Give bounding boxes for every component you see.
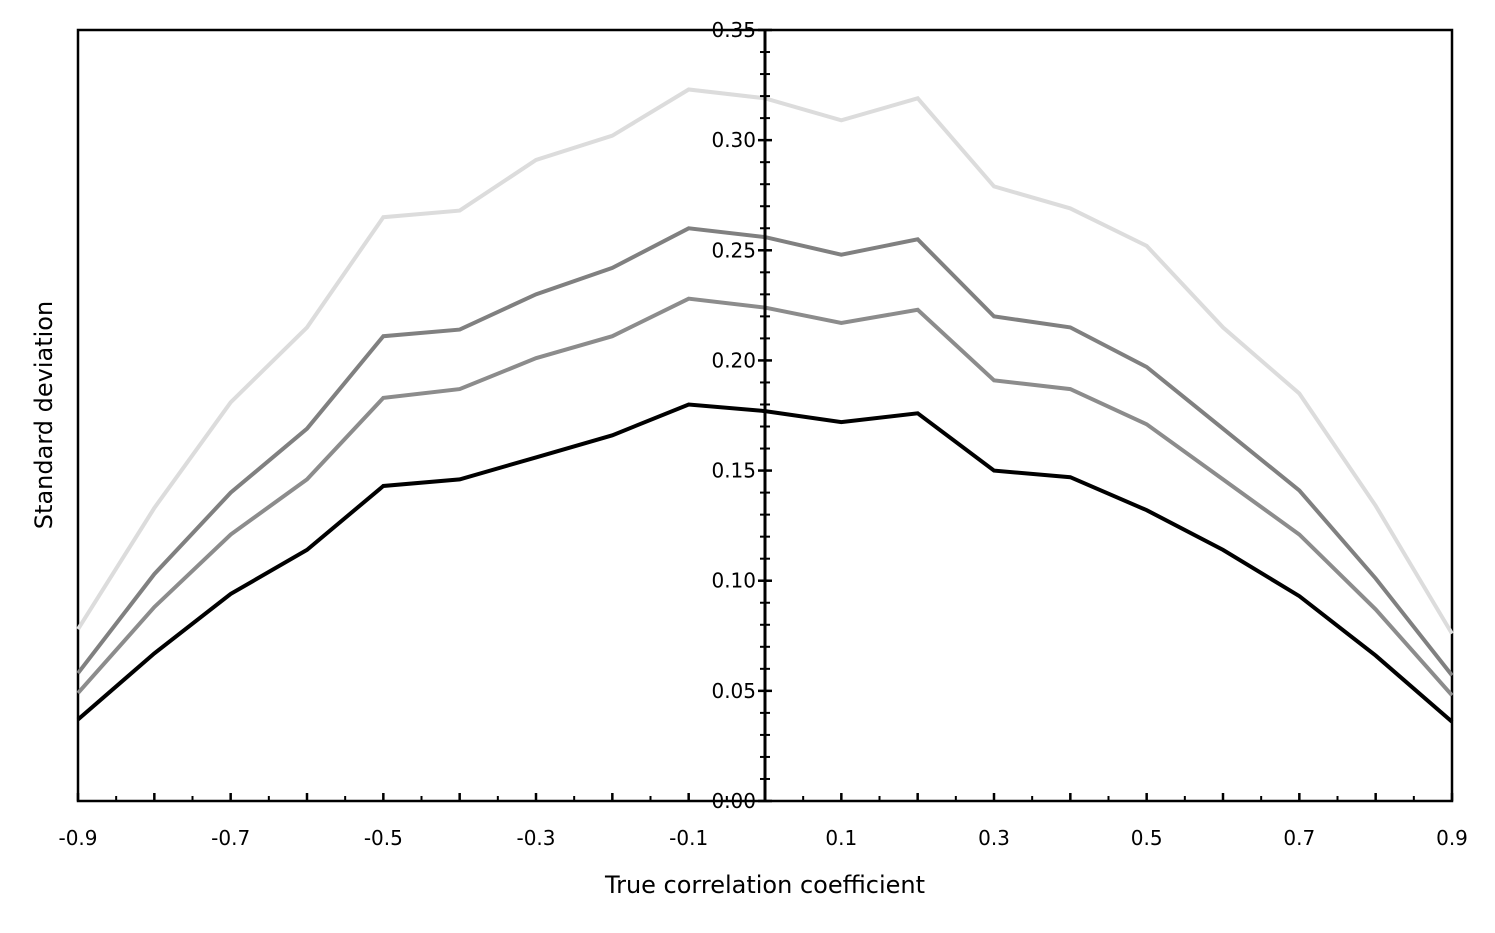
x-tick-label: -0.9 xyxy=(58,826,97,850)
x-tick-label: -0.5 xyxy=(364,826,403,850)
x-tick-label: -0.1 xyxy=(669,826,708,850)
x-tick-label: 0.9 xyxy=(1436,826,1468,850)
y-tick-label: 0.15 xyxy=(711,459,756,483)
y-tick-label: 0.35 xyxy=(711,18,756,42)
x-axis-title: True correlation coefficient xyxy=(604,871,925,899)
x-tick-label: 0.1 xyxy=(825,826,857,850)
x-tick-label: 0.7 xyxy=(1283,826,1315,850)
y-axis: 0.00 0.05 0.10 0.15 0.20 0.25 0.30 0.35 xyxy=(711,18,772,813)
y-tick-label: 0.20 xyxy=(711,348,756,372)
y-tick-label: 0.10 xyxy=(711,569,756,593)
y-tick-label: 0.30 xyxy=(711,128,756,152)
y-axis-title: Standard deviation xyxy=(30,301,58,529)
x-tick-label: 0.3 xyxy=(978,826,1010,850)
x-tick-label: -0.7 xyxy=(211,826,250,850)
y-tick-label: 0.05 xyxy=(711,679,756,703)
y-tick-label: 0.25 xyxy=(711,238,756,262)
x-tick-label: -0.3 xyxy=(516,826,555,850)
y-tick-label: 0.00 xyxy=(711,789,756,813)
x-tick-label: 0.5 xyxy=(1131,826,1163,850)
x-axis: -0.9 -0.7 -0.5 -0.3 -0.1 0.1 0.3 0.5 0.7 0.9 xyxy=(58,793,1468,850)
